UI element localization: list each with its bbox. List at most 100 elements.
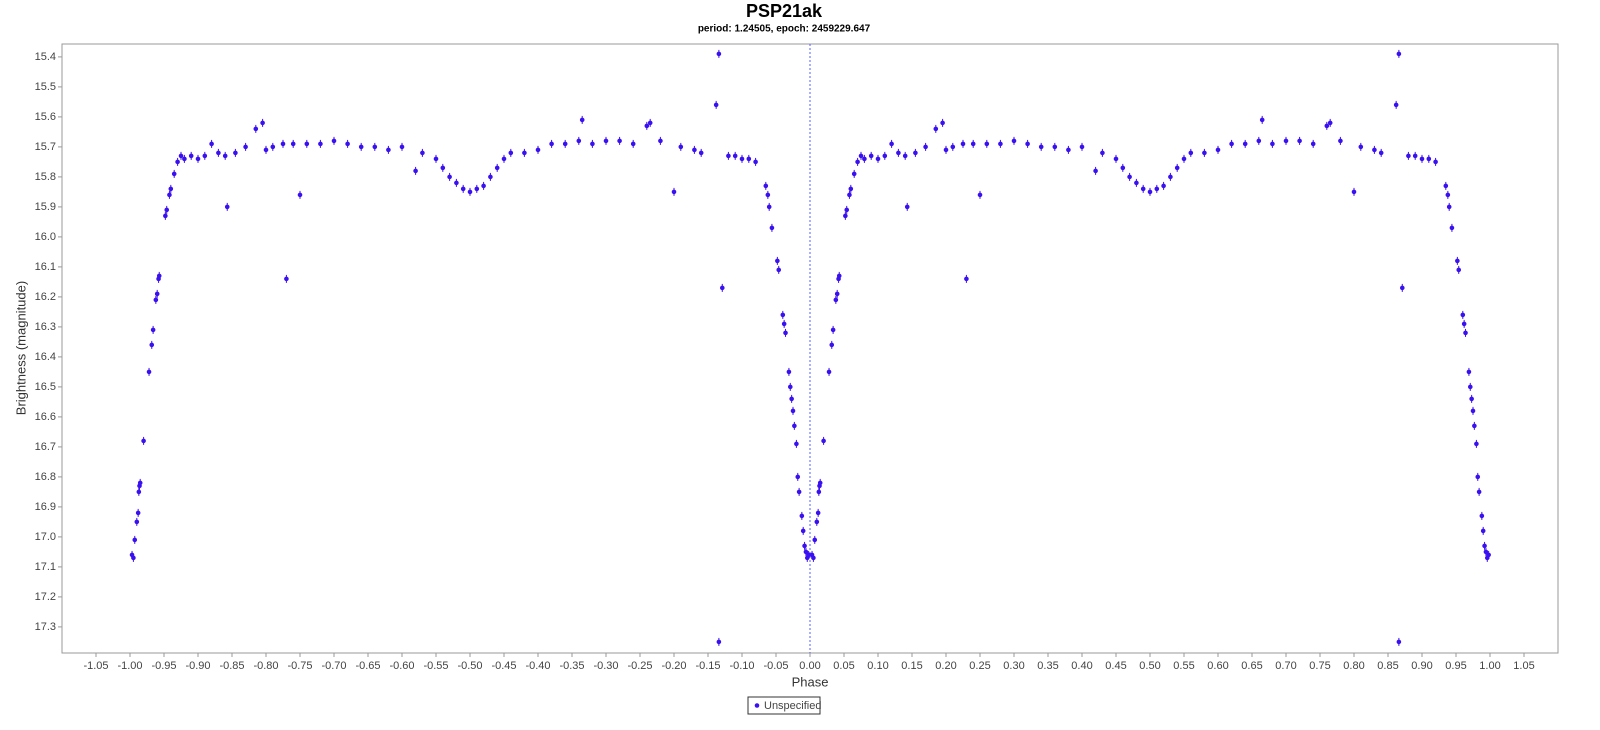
point	[816, 489, 822, 495]
point	[800, 528, 806, 534]
point	[433, 156, 439, 162]
point	[460, 186, 466, 192]
y-tick-label: 17.2	[35, 591, 56, 603]
point	[1426, 156, 1432, 162]
y-tick-label: 15.5	[35, 81, 56, 93]
x-tick-label: -0.80	[253, 660, 278, 672]
point	[1154, 186, 1160, 192]
point	[789, 396, 794, 402]
x-tick-label: 0.65	[1241, 660, 1262, 672]
point	[802, 543, 807, 549]
point	[1025, 141, 1030, 147]
point	[168, 186, 174, 192]
x-tick-label: -0.25	[627, 660, 652, 672]
point	[494, 165, 500, 171]
point	[318, 141, 323, 147]
point	[1446, 204, 1452, 210]
point	[765, 192, 771, 198]
x-tick-label: -0.55	[423, 660, 448, 672]
x-tick-label: -0.90	[185, 660, 210, 672]
point	[1052, 144, 1058, 150]
point	[141, 438, 146, 444]
point	[188, 153, 194, 159]
point	[923, 144, 928, 150]
point	[260, 120, 265, 126]
point	[1475, 474, 1481, 480]
y-tick-label: 16.9	[35, 501, 56, 513]
point	[933, 126, 939, 132]
x-tick-label: -0.60	[389, 660, 414, 672]
x-tick-label: 0.40	[1071, 660, 1092, 672]
point	[833, 297, 839, 303]
point	[399, 144, 405, 150]
point	[603, 138, 609, 144]
x-tick-label: 0.55	[1173, 660, 1194, 672]
x-tick-label: 0.50	[1139, 660, 1160, 672]
point	[447, 174, 452, 180]
point	[844, 207, 850, 213]
point	[998, 141, 1003, 147]
y-tick-label: 16.7	[35, 441, 56, 453]
point	[1479, 513, 1485, 519]
point	[304, 141, 310, 147]
x-tick-label: -0.20	[661, 660, 686, 672]
point	[1259, 117, 1265, 123]
point	[522, 150, 527, 156]
point	[746, 156, 752, 162]
point	[1079, 144, 1085, 150]
point	[630, 141, 636, 147]
point	[794, 441, 799, 447]
point	[826, 369, 832, 375]
x-tick-label: 0.45	[1105, 660, 1126, 672]
point	[984, 141, 990, 147]
point	[590, 141, 595, 147]
point	[814, 519, 820, 525]
point	[562, 141, 568, 147]
point	[970, 141, 976, 147]
point	[209, 141, 214, 147]
x-tick-label: -0.45	[491, 660, 516, 672]
point	[440, 165, 446, 171]
point	[270, 144, 276, 150]
point	[781, 321, 787, 327]
point	[719, 285, 725, 291]
point	[882, 153, 888, 159]
point	[420, 150, 425, 156]
point	[671, 189, 677, 195]
x-tick-label: 0.05	[833, 660, 854, 672]
point	[1215, 147, 1221, 153]
legend-marker	[754, 703, 760, 708]
point	[549, 141, 554, 147]
point	[806, 552, 811, 558]
point	[358, 144, 364, 150]
chart-title: PSP21ak	[746, 1, 823, 21]
point	[1256, 138, 1262, 144]
point	[858, 153, 864, 159]
point	[783, 330, 788, 336]
y-tick-label: 17.1	[35, 561, 56, 573]
x-tick-label: -0.30	[593, 660, 618, 672]
point	[829, 342, 835, 348]
point	[1168, 174, 1173, 180]
point	[171, 171, 177, 177]
point	[178, 153, 184, 159]
point	[1472, 423, 1477, 429]
x-tick-label: -1.05	[83, 660, 108, 672]
point	[1443, 183, 1449, 189]
point	[732, 153, 738, 159]
point	[1483, 549, 1489, 555]
point	[579, 117, 585, 123]
point	[1127, 174, 1132, 180]
point	[1456, 267, 1462, 273]
x-tick-label: -0.15	[695, 660, 720, 672]
point	[1310, 141, 1316, 147]
point	[1445, 192, 1451, 198]
point	[216, 150, 221, 156]
point	[135, 510, 141, 516]
point	[753, 159, 758, 165]
point	[950, 144, 956, 150]
point	[454, 180, 459, 186]
point	[851, 171, 857, 177]
